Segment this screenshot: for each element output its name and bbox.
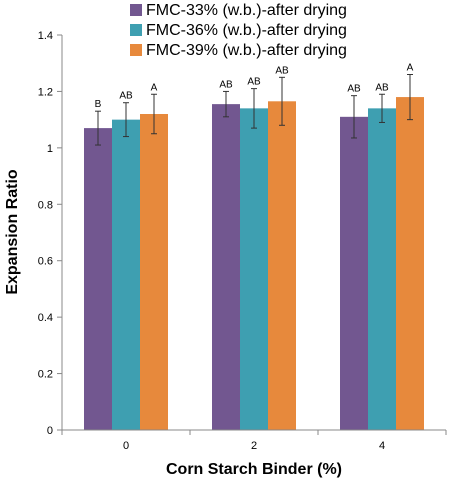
- y-tick-label: 1.4: [38, 30, 53, 42]
- bar: [396, 97, 424, 431]
- bar: [140, 114, 168, 430]
- legend-label: FMC-33% (w.b.)-after drying: [146, 2, 347, 19]
- y-tick-label: 1: [47, 143, 53, 155]
- significance-label: AB: [119, 91, 133, 102]
- bar: [268, 101, 296, 430]
- bar: [340, 116, 368, 431]
- y-tick-label: 0: [47, 425, 53, 437]
- legend-swatch: [130, 24, 142, 36]
- legend-swatch: [130, 4, 142, 16]
- y-tick-label: 0.8: [38, 199, 53, 211]
- legend-swatch: [130, 44, 142, 56]
- bar: [84, 128, 112, 430]
- y-axis-title: Expansion Ratio: [4, 169, 21, 295]
- legend-label: FMC-36% (w.b.)-after drying: [146, 22, 347, 39]
- y-tick-label: 1.2: [38, 86, 53, 98]
- significance-label: A: [151, 82, 158, 93]
- y-axis-ticks: 0 0.2 0.4 0.6 0.8 1 1.2 1.4: [38, 30, 62, 437]
- significance-label: B: [95, 99, 102, 110]
- y-tick-label: 0.4: [38, 312, 53, 324]
- x-tick-label: 4: [379, 440, 385, 452]
- significance-label: AB: [275, 65, 289, 76]
- y-tick-label: 0.6: [38, 256, 53, 268]
- significance-label: AB: [247, 77, 261, 88]
- legend: FMC-33% (w.b.)-after drying FMC-36% (w.b.…: [130, 2, 347, 59]
- bar: [368, 108, 396, 430]
- x-axis-ticks: 0 2 4: [61, 430, 447, 452]
- bar: [240, 108, 268, 430]
- significance-label: AB: [219, 79, 233, 90]
- x-tick-label: 0: [123, 440, 129, 452]
- x-tick-label: 2: [251, 440, 257, 452]
- x-axis-title: Corn Starch Binder (%): [166, 461, 342, 478]
- bars: B AB A AB AB AB AB AB A: [84, 63, 424, 431]
- bar: [212, 104, 240, 430]
- bar: [112, 119, 140, 431]
- significance-label: A: [407, 63, 414, 74]
- significance-label: AB: [375, 82, 389, 93]
- significance-label: AB: [347, 84, 361, 95]
- legend-label: FMC-39% (w.b.)-after drying: [146, 42, 347, 59]
- y-tick-label: 0.2: [38, 369, 53, 381]
